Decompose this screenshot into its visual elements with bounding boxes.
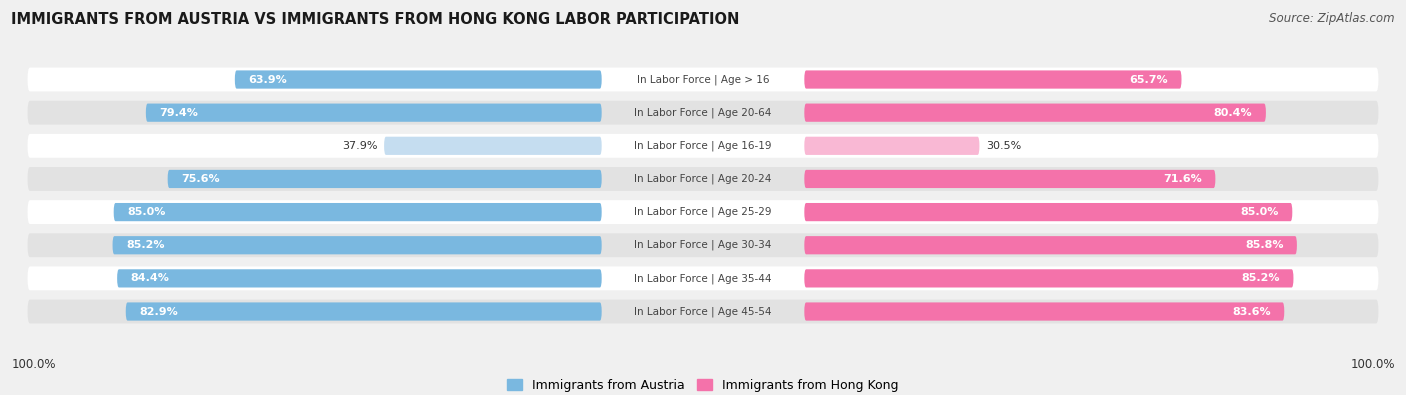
FancyBboxPatch shape [28,267,1378,290]
Text: In Labor Force | Age 20-24: In Labor Force | Age 20-24 [634,174,772,184]
FancyBboxPatch shape [804,103,1265,122]
FancyBboxPatch shape [28,233,1378,257]
Text: In Labor Force | Age 25-29: In Labor Force | Age 25-29 [634,207,772,217]
Text: 100.0%: 100.0% [1350,358,1395,371]
FancyBboxPatch shape [117,269,602,288]
FancyBboxPatch shape [804,203,1292,221]
Text: 85.0%: 85.0% [1240,207,1279,217]
Text: 82.9%: 82.9% [139,307,179,316]
Text: In Labor Force | Age 45-54: In Labor Force | Age 45-54 [634,306,772,317]
FancyBboxPatch shape [125,303,602,321]
Text: 83.6%: 83.6% [1232,307,1271,316]
FancyBboxPatch shape [28,101,1378,124]
FancyBboxPatch shape [804,269,1294,288]
Text: In Labor Force | Age > 16: In Labor Force | Age > 16 [637,74,769,85]
FancyBboxPatch shape [804,303,1284,321]
FancyBboxPatch shape [804,170,1215,188]
Text: In Labor Force | Age 30-34: In Labor Force | Age 30-34 [634,240,772,250]
FancyBboxPatch shape [804,70,1181,88]
Text: 85.8%: 85.8% [1244,240,1284,250]
Legend: Immigrants from Austria, Immigrants from Hong Kong: Immigrants from Austria, Immigrants from… [502,374,904,395]
Text: 100.0%: 100.0% [11,358,56,371]
FancyBboxPatch shape [112,236,602,254]
Text: In Labor Force | Age 16-19: In Labor Force | Age 16-19 [634,141,772,151]
Text: In Labor Force | Age 20-64: In Labor Force | Age 20-64 [634,107,772,118]
Text: 84.4%: 84.4% [131,273,170,283]
Text: In Labor Force | Age 35-44: In Labor Force | Age 35-44 [634,273,772,284]
FancyBboxPatch shape [28,134,1378,158]
Text: Source: ZipAtlas.com: Source: ZipAtlas.com [1270,12,1395,25]
Text: 71.6%: 71.6% [1163,174,1202,184]
Text: 75.6%: 75.6% [181,174,219,184]
FancyBboxPatch shape [28,299,1378,324]
FancyBboxPatch shape [167,170,602,188]
FancyBboxPatch shape [114,203,602,221]
Text: 30.5%: 30.5% [986,141,1021,151]
Text: 63.9%: 63.9% [249,75,287,85]
FancyBboxPatch shape [235,70,602,88]
FancyBboxPatch shape [28,200,1378,224]
FancyBboxPatch shape [28,167,1378,191]
Text: 65.7%: 65.7% [1129,75,1168,85]
Text: 85.0%: 85.0% [127,207,166,217]
Text: 37.9%: 37.9% [342,141,377,151]
FancyBboxPatch shape [384,137,602,155]
FancyBboxPatch shape [804,137,980,155]
FancyBboxPatch shape [804,236,1296,254]
Text: 85.2%: 85.2% [1241,273,1279,283]
Text: 85.2%: 85.2% [127,240,165,250]
Text: 80.4%: 80.4% [1213,108,1253,118]
Text: IMMIGRANTS FROM AUSTRIA VS IMMIGRANTS FROM HONG KONG LABOR PARTICIPATION: IMMIGRANTS FROM AUSTRIA VS IMMIGRANTS FR… [11,12,740,27]
FancyBboxPatch shape [28,68,1378,92]
FancyBboxPatch shape [146,103,602,122]
Text: 79.4%: 79.4% [159,108,198,118]
